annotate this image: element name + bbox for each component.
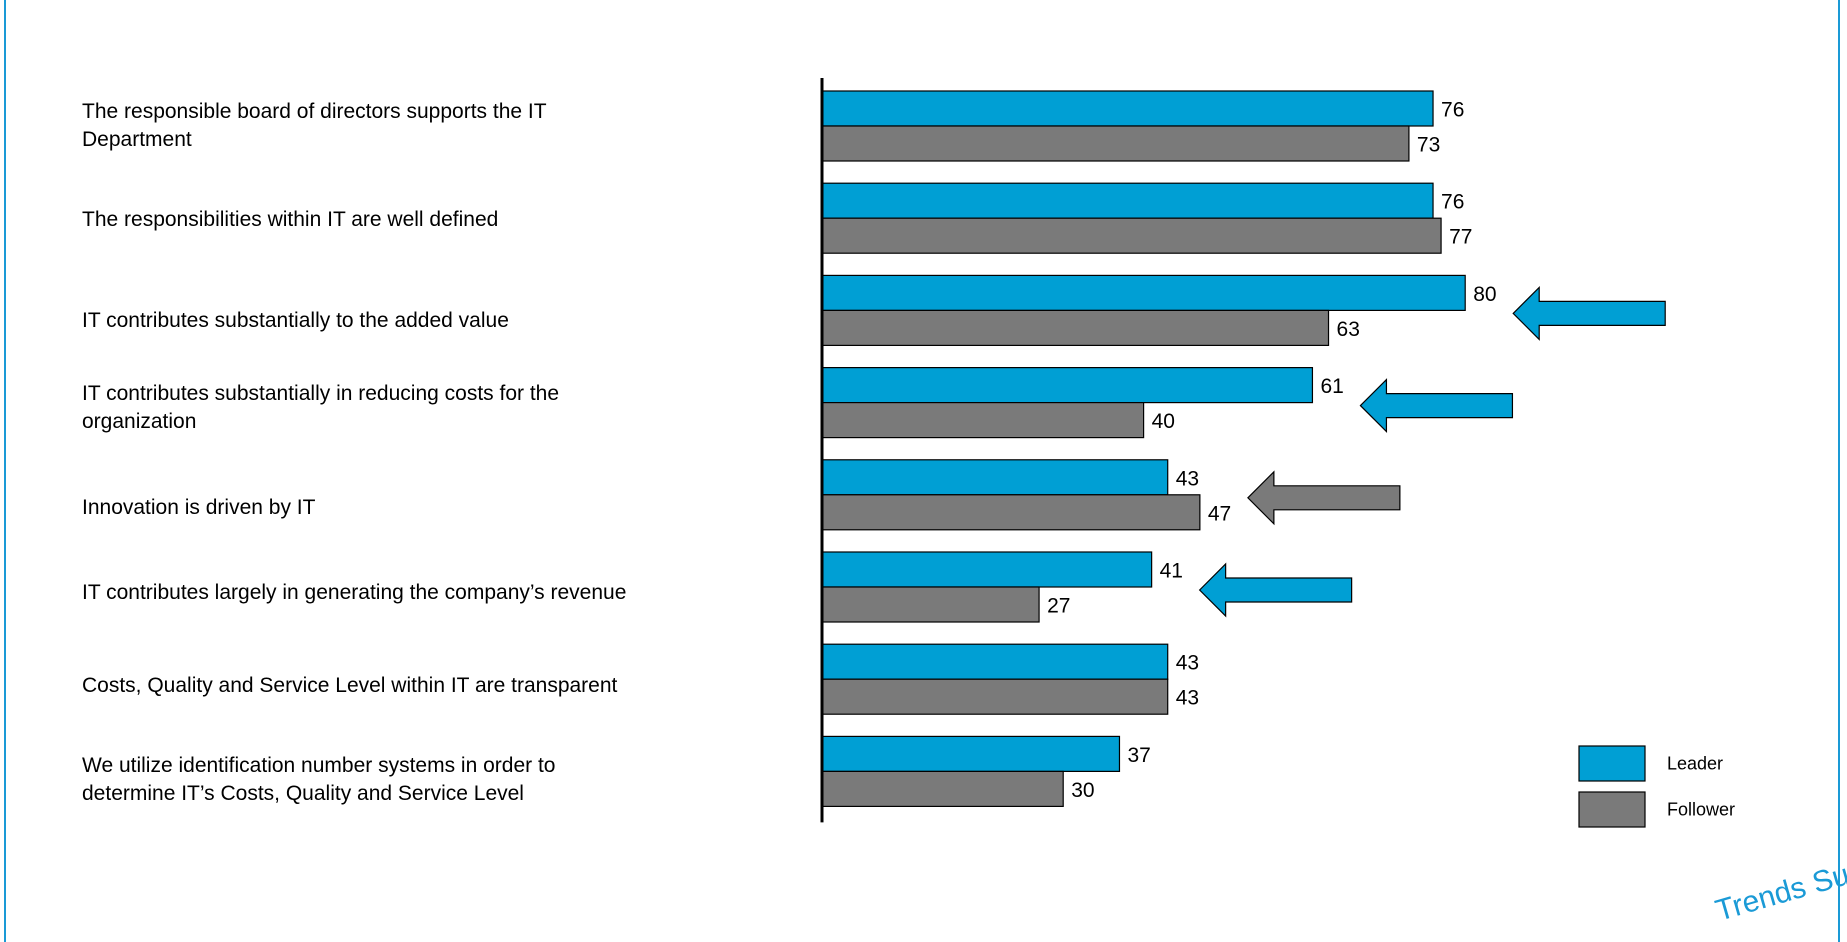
- statement-1-line-2: Department: [82, 128, 192, 151]
- statement-8-line-1: We utilize identification number systems…: [82, 754, 556, 777]
- statement-7-line-1: Costs, Quality and Service Level within …: [82, 674, 618, 697]
- highlight-arrow-4: [1198, 562, 1353, 618]
- bar-leader-4: [821, 367, 1314, 404]
- statement-8: We utilize identification number systems…: [82, 752, 802, 808]
- data-label-leader-6: 41: [1160, 560, 1183, 583]
- bar-follower-5: [821, 494, 1201, 531]
- statement-6-line-1: IT contributes largely in generating the…: [82, 581, 627, 604]
- statement-8-line-2: determine IT’s Costs, Quality and Servic…: [82, 782, 524, 805]
- bar-leader-3: [821, 274, 1466, 311]
- bar-leader-1: [821, 90, 1434, 127]
- statement-4: IT contributes substantially in reducing…: [82, 380, 802, 436]
- statement-4-line-1: IT contributes substantially in reducing…: [82, 382, 560, 405]
- data-label-leader-5: 43: [1176, 467, 1199, 490]
- statement-6: IT contributes largely in generating the…: [82, 579, 802, 607]
- legend-label-leader: Leader: [1667, 754, 1723, 774]
- legend-swatch-follower: [1578, 791, 1646, 828]
- data-label-follower-5: 47: [1208, 502, 1231, 525]
- statement-5-line-1: Innovation is driven by IT: [82, 496, 316, 519]
- highlight-arrow-2: [1359, 378, 1514, 434]
- data-label-leader-2: 76: [1441, 191, 1464, 214]
- data-label-follower-3: 63: [1337, 318, 1360, 341]
- legend-swatch-leader: [1578, 745, 1646, 782]
- bar-follower-8: [821, 770, 1064, 808]
- statement-1: The responsible board of directors suppo…: [82, 98, 802, 154]
- highlight-arrow-1: [1512, 285, 1666, 341]
- data-label-follower-6: 27: [1047, 595, 1070, 618]
- statement-3-line-1: IT contributes substantially to the adde…: [82, 309, 509, 332]
- data-label-follower-7: 43: [1176, 687, 1199, 710]
- data-label-leader-7: 43: [1176, 652, 1199, 675]
- bar-follower-1: [821, 125, 1410, 162]
- statement-5: Innovation is driven by IT: [82, 494, 802, 522]
- bar-leader-7: [821, 643, 1169, 680]
- bar-follower-2: [821, 217, 1442, 254]
- bar-leader-6: [821, 551, 1153, 588]
- statement-3: IT contributes substantially to the adde…: [82, 307, 802, 335]
- data-label-leader-4: 61: [1320, 375, 1343, 398]
- data-label-follower-1: 73: [1417, 134, 1440, 157]
- bar-follower-3: [821, 309, 1330, 346]
- data-label-follower-2: 77: [1449, 226, 1472, 249]
- bar-leader-2: [821, 182, 1434, 219]
- data-label-follower-8: 30: [1071, 779, 1094, 802]
- statement-1-line-1: The responsible board of directors suppo…: [82, 100, 547, 123]
- bar-follower-7: [821, 678, 1169, 715]
- statement-7: Costs, Quality and Service Level within …: [82, 672, 802, 700]
- statement-4-line-2: organization: [82, 410, 197, 433]
- slide-frame: [4, 0, 1840, 942]
- bar-leader-8: [821, 735, 1121, 773]
- bar-leader-5: [821, 459, 1169, 496]
- statement-2: The responsibilities within IT are well …: [82, 206, 802, 234]
- bar-follower-6: [821, 586, 1040, 623]
- data-label-leader-8: 37: [1127, 744, 1150, 767]
- legend-label-follower: Follower: [1667, 800, 1735, 820]
- data-label-leader-3: 80: [1473, 283, 1496, 306]
- statement-2-line-1: The responsibilities within IT are well …: [82, 208, 499, 231]
- highlight-arrow-3: [1247, 470, 1401, 526]
- bar-follower-4: [821, 402, 1145, 439]
- data-label-follower-4: 40: [1152, 410, 1175, 433]
- data-label-leader-1: 76: [1441, 99, 1464, 122]
